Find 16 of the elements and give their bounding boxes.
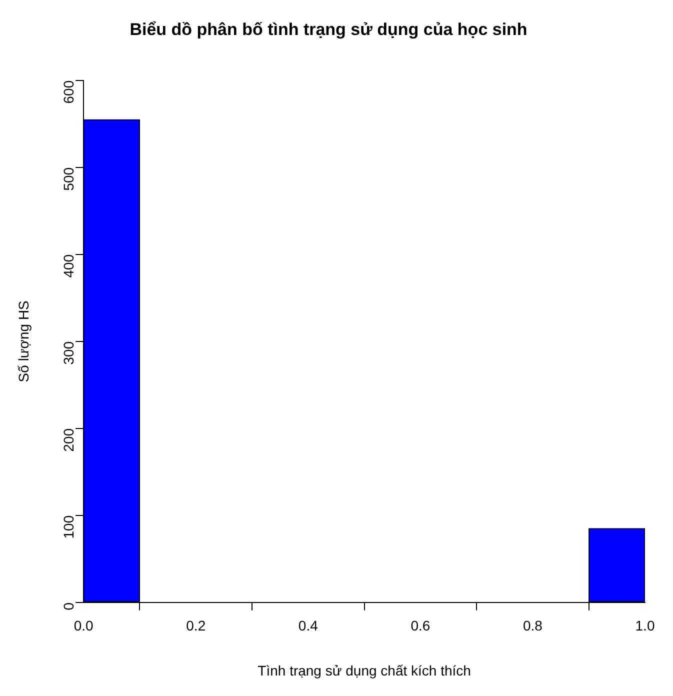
y-axis-title: Số lượng HS xyxy=(15,300,32,382)
y-tick-label: 400 xyxy=(60,254,76,278)
x-tick-label: 0.2 xyxy=(186,618,206,634)
y-tick-label: 500 xyxy=(60,167,76,191)
x-tick-label: 1.0 xyxy=(635,618,655,634)
y-tick-label: 0 xyxy=(60,602,76,610)
x-axis-title: Tình trạng sử dụng chất kích thích xyxy=(258,662,471,678)
y-tick-label: 200 xyxy=(60,428,76,452)
x-tick-label: 0.8 xyxy=(522,618,543,634)
x-tick-label: 0.6 xyxy=(410,618,430,634)
chart-title: Biểu dồ phân bố tình trạng sử dụng của học sinh xyxy=(130,20,528,39)
y-tick-label: 300 xyxy=(60,341,76,365)
x-tick-label: 0.4 xyxy=(298,618,318,634)
y-tick-label: 100 xyxy=(60,515,76,539)
y-tick-label: 600 xyxy=(60,80,76,104)
x-tick-label: 0.0 xyxy=(74,618,94,634)
